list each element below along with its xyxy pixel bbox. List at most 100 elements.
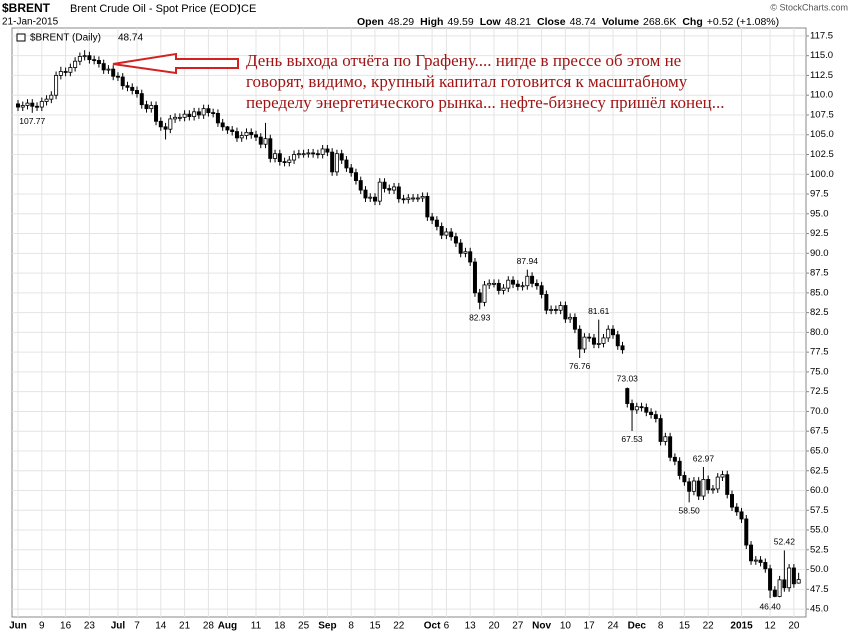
candle-body xyxy=(196,111,201,116)
candle-body xyxy=(601,337,606,344)
candle-body xyxy=(339,153,344,161)
candle-body xyxy=(344,159,349,169)
candle-body xyxy=(782,579,787,589)
candle-body xyxy=(311,152,316,155)
y-tick-label: 87.5 xyxy=(810,268,829,279)
candle-body xyxy=(139,93,144,106)
candle-body xyxy=(544,294,549,311)
x-tick-label: 12 xyxy=(765,621,777,632)
candle-body xyxy=(325,148,330,153)
x-tick-label: 22 xyxy=(703,621,715,632)
high-label: 52.42 xyxy=(774,537,796,547)
y-tick-label: 80.0 xyxy=(810,327,829,338)
candle-body xyxy=(777,579,782,597)
x-tick-label: 9 xyxy=(39,621,45,632)
candle-body xyxy=(120,76,125,87)
candle-body xyxy=(753,559,758,562)
candle-body xyxy=(691,480,696,492)
candle-body xyxy=(401,198,406,201)
candle-body xyxy=(287,159,292,163)
candle-body xyxy=(87,55,92,61)
quote-value: 48.29 xyxy=(388,16,414,28)
candle-body xyxy=(458,242,463,254)
candle-body xyxy=(501,287,506,291)
candle-body xyxy=(201,108,206,116)
candle-body xyxy=(220,122,225,128)
candle-body xyxy=(392,186,397,191)
candle-body xyxy=(634,406,639,411)
y-tick-label: 92.5 xyxy=(810,228,829,239)
candle-body xyxy=(149,105,154,110)
candle-body xyxy=(368,196,373,199)
candle-body xyxy=(477,292,482,303)
x-tick-label: 17 xyxy=(584,621,596,632)
candle-body xyxy=(49,94,54,100)
candle-body xyxy=(82,55,87,58)
y-tick-label: 82.5 xyxy=(810,307,829,318)
x-tick-label: 27 xyxy=(512,621,524,632)
candle-body xyxy=(453,236,458,244)
candle-body xyxy=(358,180,363,191)
candle-body xyxy=(77,56,82,62)
y-tick-label: 105.0 xyxy=(810,129,834,140)
candle-body xyxy=(625,388,630,404)
credit: © StockCharts.com xyxy=(770,2,848,12)
x-tick-label: 6 xyxy=(444,621,450,632)
quote-value: 48.21 xyxy=(505,16,531,28)
candle-body xyxy=(549,309,554,311)
candle-body xyxy=(639,406,644,409)
legend-value: 48.74 xyxy=(118,33,143,44)
candle-body xyxy=(163,126,168,130)
candle-body xyxy=(334,153,339,173)
candle-body xyxy=(682,475,687,483)
annotation-line: День выхода отчёта по Графену.... нигде … xyxy=(246,51,681,70)
candle-body xyxy=(306,152,311,155)
candle-body xyxy=(558,305,563,311)
candle-body xyxy=(772,589,777,597)
candle-body xyxy=(363,189,368,199)
candle-body xyxy=(63,71,68,73)
candle-body xyxy=(125,85,130,88)
y-tick-label: 110.0 xyxy=(810,90,833,101)
candle-body xyxy=(353,172,358,181)
x-tick-label: 13 xyxy=(465,621,477,632)
candle-body xyxy=(739,511,744,520)
candle-body xyxy=(496,282,501,291)
candle-body xyxy=(787,567,792,589)
y-tick-label: 102.5 xyxy=(810,149,834,160)
x-tick-label: 8 xyxy=(658,621,664,632)
candle-body xyxy=(73,60,78,68)
candle-body xyxy=(249,131,254,136)
candle-body xyxy=(101,63,106,71)
candle-body xyxy=(372,196,377,202)
candle-body xyxy=(187,113,192,117)
candle-body xyxy=(515,283,520,287)
candle-body xyxy=(668,436,673,458)
y-tick-label: 67.5 xyxy=(810,426,829,437)
candle-body xyxy=(710,488,715,491)
x-tick-label: 2015 xyxy=(730,621,753,632)
x-tick-label: 28 xyxy=(203,621,215,632)
high-label: 81.61 xyxy=(588,306,610,316)
candle-body xyxy=(530,275,535,284)
candle-body xyxy=(415,197,420,200)
quote-value: 49.59 xyxy=(447,16,473,28)
x-tick-label: 23 xyxy=(84,621,96,632)
candle-body xyxy=(596,343,601,345)
annotation-line: переделу энергетического рынка... нефте-… xyxy=(246,93,725,112)
candle-body xyxy=(744,518,749,546)
candle-body xyxy=(653,414,658,419)
candle-body xyxy=(168,118,173,130)
candle-body xyxy=(411,197,416,200)
x-tick-label: Aug xyxy=(218,621,237,632)
candle-body xyxy=(582,336,587,350)
candle-body xyxy=(615,334,620,347)
candle-body xyxy=(725,474,730,495)
candle-body xyxy=(468,251,473,263)
candle-body xyxy=(587,336,592,339)
candle-body xyxy=(377,181,382,202)
candle-body xyxy=(92,59,97,62)
x-tick-label: 16 xyxy=(60,621,72,632)
candle-body xyxy=(206,108,211,113)
candle-body xyxy=(439,226,444,236)
